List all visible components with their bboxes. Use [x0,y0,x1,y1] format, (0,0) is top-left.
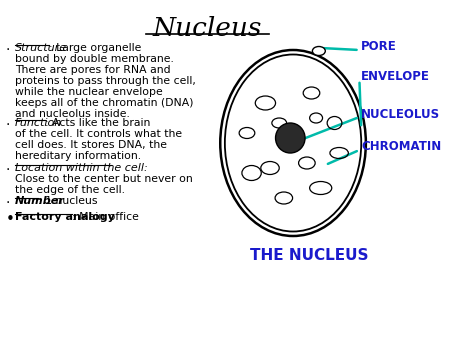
Text: keeps all of the chromatin (DNA): keeps all of the chromatin (DNA) [15,98,193,108]
Text: : Acts like the brain: : Acts like the brain [45,118,151,128]
Text: THE NUCLEUS: THE NUCLEUS [250,248,369,263]
Text: proteins to pass through the cell,: proteins to pass through the cell, [15,76,196,86]
Text: of the cell. It controls what the: of the cell. It controls what the [15,129,182,139]
Text: the edge of the cell.: the edge of the cell. [15,185,125,195]
Text: hereditary information.: hereditary information. [15,151,141,161]
Text: : Large organelle: : Large organelle [49,43,142,53]
Text: while the nuclear envelope: while the nuclear envelope [15,87,162,97]
Text: ·: · [5,118,10,132]
Text: PORE: PORE [361,41,397,53]
Ellipse shape [312,47,325,55]
Text: There are pores for RNA and: There are pores for RNA and [15,65,171,75]
Text: ·: · [5,43,10,57]
Text: Location within the cell:: Location within the cell: [15,163,148,173]
Text: : 1 nucleus: : 1 nucleus [38,196,97,206]
Text: cell does. It stores DNA, the: cell does. It stores DNA, the [15,140,167,150]
Text: Close to the center but never on: Close to the center but never on [15,174,193,184]
Text: Nucleus: Nucleus [153,16,262,41]
Text: Number: Number [15,196,64,206]
Text: Factory analogy: Factory analogy [15,212,115,222]
Text: and nucleolus inside.: and nucleolus inside. [15,109,130,119]
Text: Function: Function [15,118,62,128]
Text: bound by double membrane.: bound by double membrane. [15,54,174,64]
Text: CHROMATIN: CHROMATIN [361,141,441,153]
Ellipse shape [229,58,358,228]
Text: ·: · [5,163,10,177]
Text: NUCLEOLUS: NUCLEOLUS [361,107,441,121]
Text: ENVELOPE: ENVELOPE [361,71,430,83]
Text: Structure: Structure [15,43,67,53]
Text: ·: · [5,196,10,210]
Ellipse shape [275,123,305,153]
Text: •: • [5,212,14,227]
Ellipse shape [225,54,361,232]
Text: : Main office: : Main office [72,212,139,222]
